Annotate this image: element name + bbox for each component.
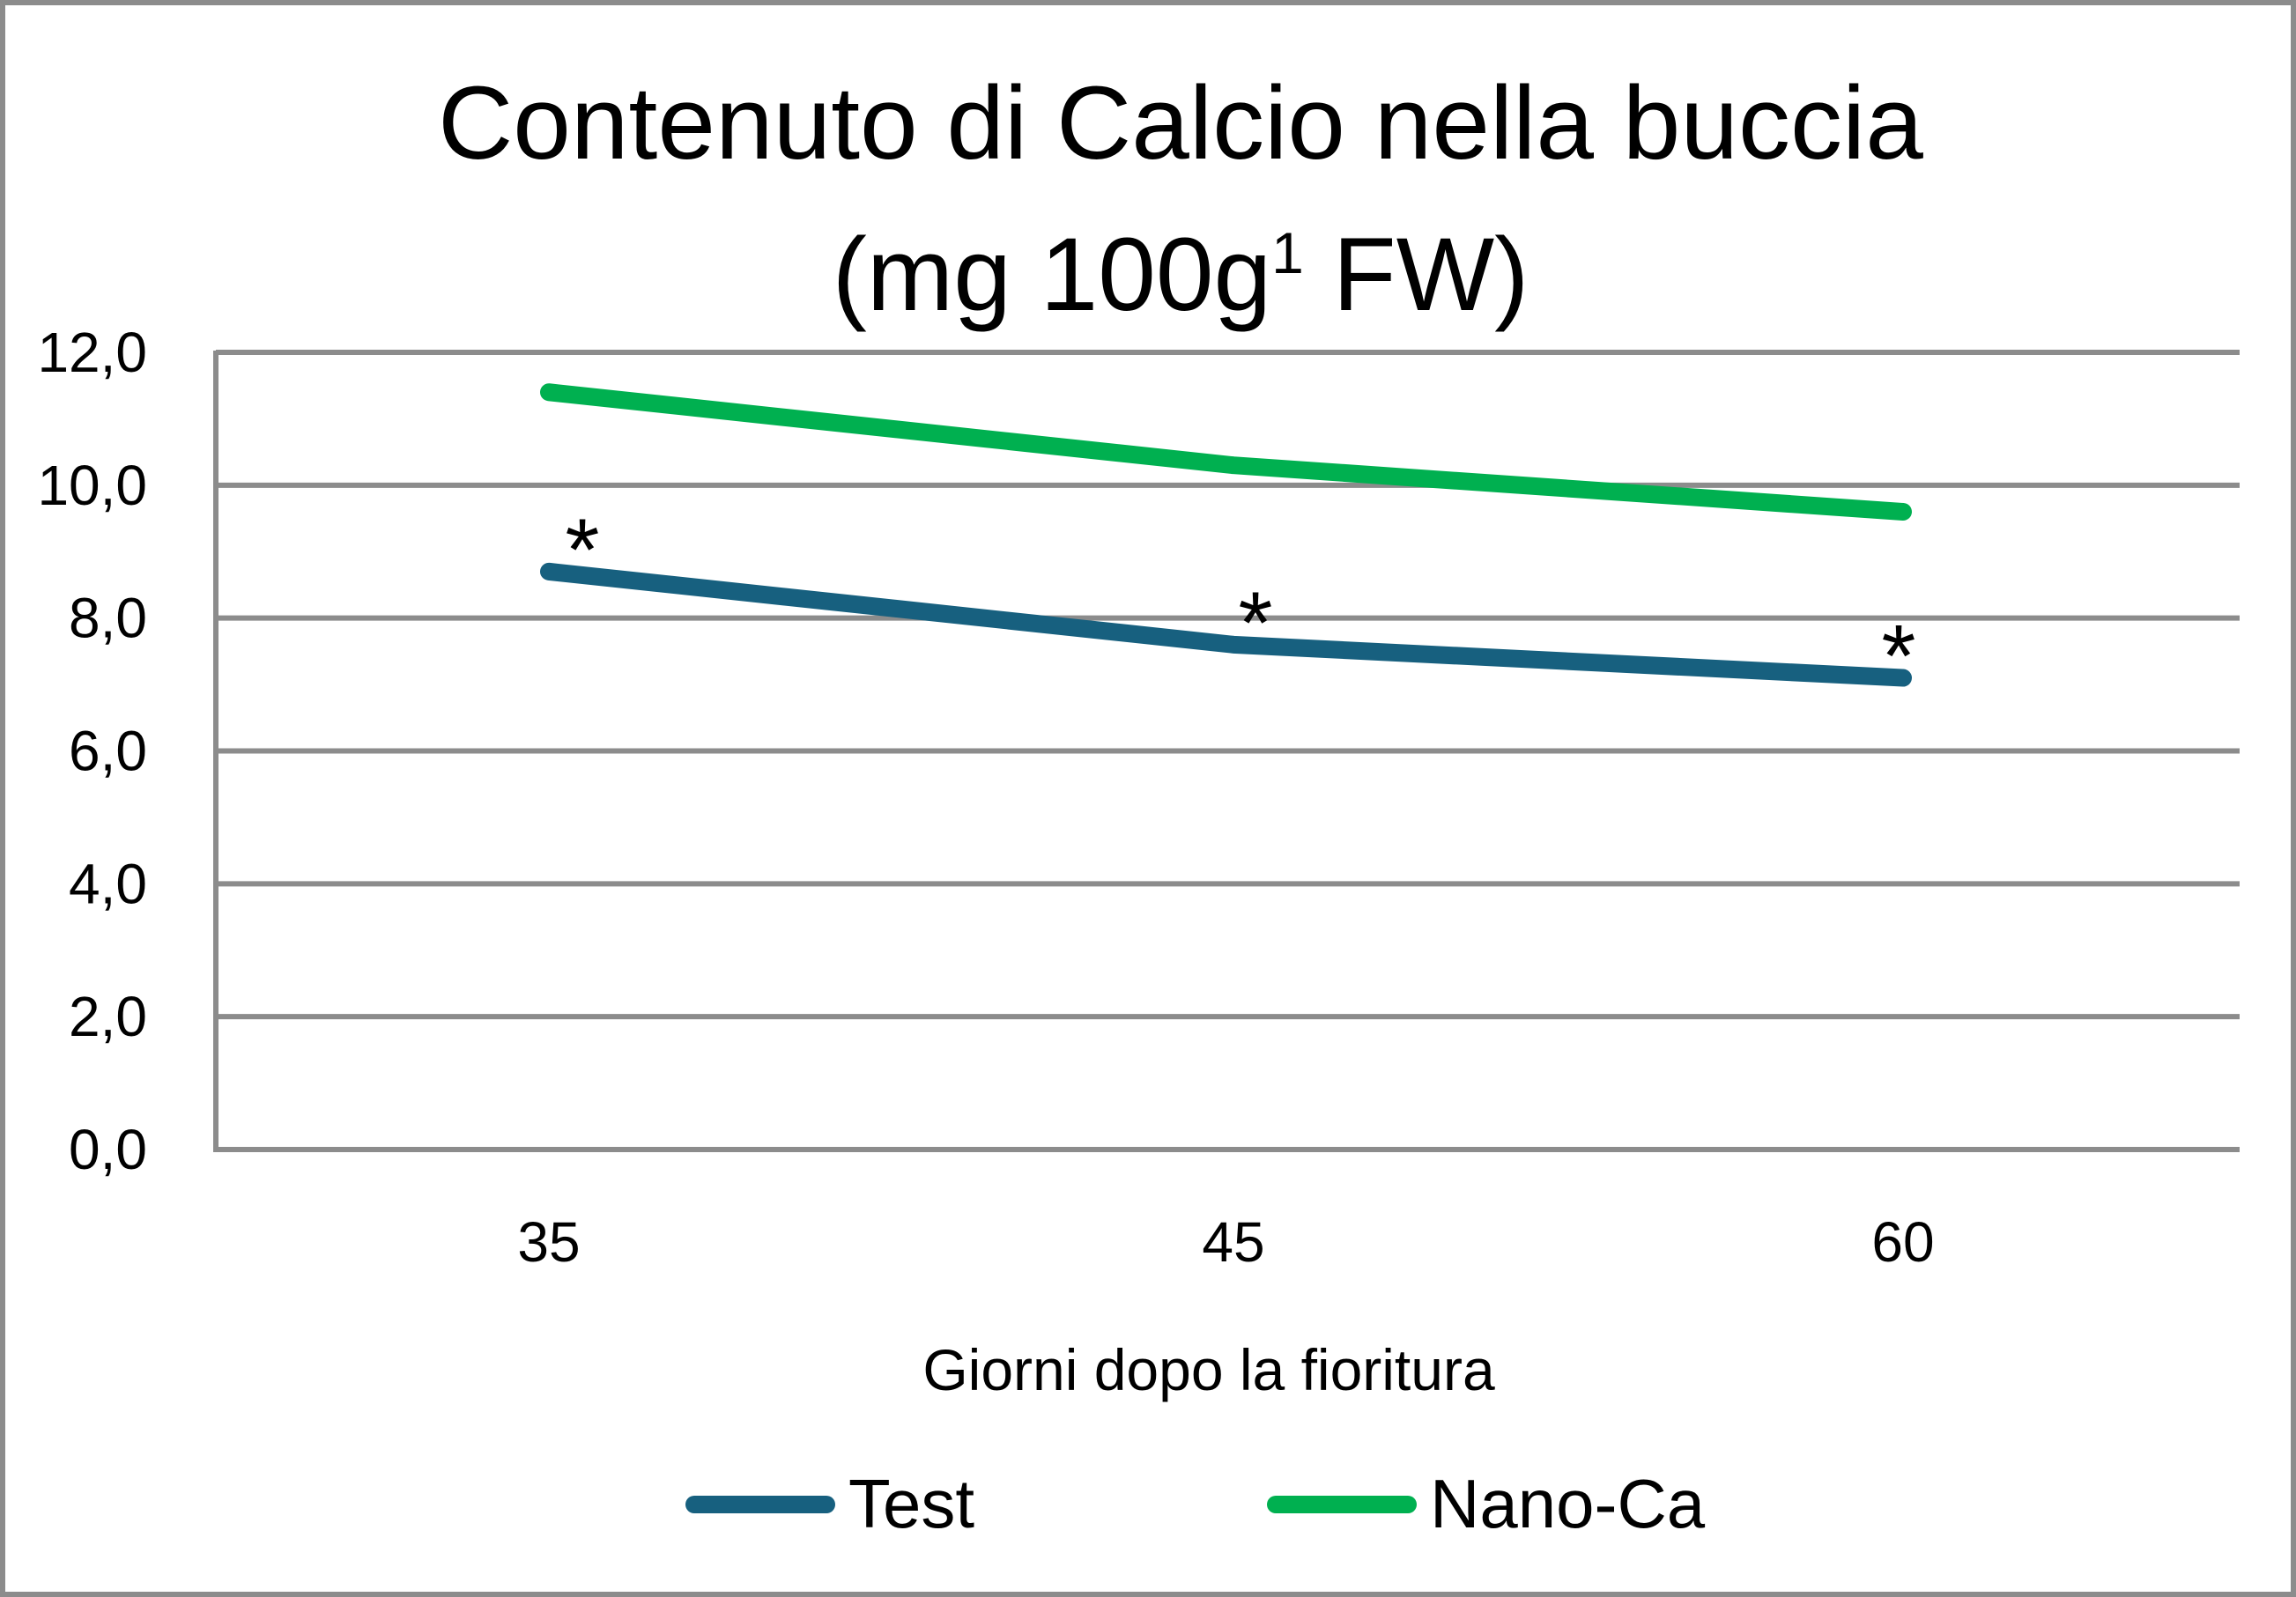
y-tick-label: 0,0 [69, 1118, 147, 1181]
chart-title-line-1: Contenuto di Calcio nella buccia [438, 65, 1923, 181]
series-line-test [540, 562, 1912, 687]
series-line-nano-ca [540, 383, 1912, 521]
x-axis-ticks: 35 45 60 [517, 1210, 1934, 1274]
significance-markers: * * * [566, 501, 1916, 706]
y-axis-ticks: 0,0 2,0 4,0 6,0 8,0 10,0 12,0 [37, 321, 147, 1181]
x-axis-label: Giorni dopo la fioritura [922, 1337, 1495, 1402]
axes [213, 351, 2240, 1152]
chart-title-unit-prefix: (mg 100g [833, 217, 1272, 333]
significance-asterisk: * [1882, 607, 1916, 706]
y-tick-label: 8,0 [69, 587, 147, 650]
legend-label: Nano-Ca [1430, 1465, 1706, 1542]
y-tick-label: 4,0 [69, 852, 147, 915]
y-tick-label: 6,0 [69, 720, 147, 783]
legend-label: Test [848, 1465, 974, 1542]
y-tick-label: 12,0 [37, 321, 147, 384]
chart-title-line-2: (mg 100g1 FW) [833, 217, 1529, 333]
significance-asterisk: * [1239, 574, 1273, 673]
chart-title-unit-suffix: FW) [1304, 217, 1529, 333]
significance-asterisk: * [566, 501, 600, 600]
legend: Test Nano-Ca [685, 1465, 1706, 1542]
y-tick-label: 2,0 [69, 985, 147, 1048]
series-lines [540, 383, 1912, 687]
x-tick-label: 60 [1871, 1210, 1934, 1274]
chart-title-unit-superscript: 1 [1271, 220, 1304, 285]
x-tick-label: 35 [517, 1210, 580, 1274]
y-tick-label: 10,0 [37, 454, 147, 517]
x-tick-label: 45 [1202, 1210, 1264, 1274]
